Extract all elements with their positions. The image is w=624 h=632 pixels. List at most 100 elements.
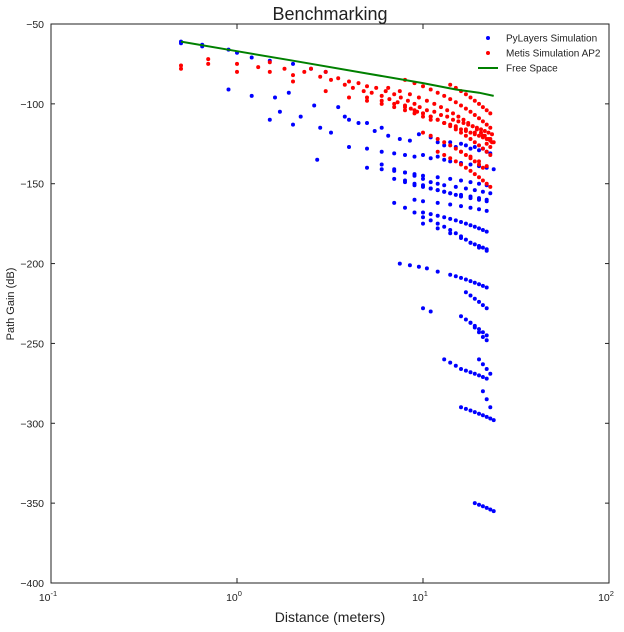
pylayers-point	[267, 117, 272, 122]
pylayers-point	[463, 221, 468, 226]
legend-marker-metis	[486, 51, 490, 55]
pylayers-point	[459, 236, 463, 240]
metis-point	[432, 109, 437, 114]
pylayers-point	[421, 176, 425, 181]
y-tick-label: −350	[20, 498, 44, 510]
metis-point	[461, 121, 466, 125]
pylayers-point	[463, 406, 468, 411]
pylayers-point	[421, 215, 425, 220]
metis-point	[442, 93, 447, 98]
metis-point	[379, 98, 384, 103]
metis-point	[448, 97, 453, 102]
metis-point	[448, 82, 453, 87]
pylayers-point	[442, 143, 447, 148]
metis-point	[369, 90, 374, 95]
legend-label-free-space: Free Space	[506, 64, 558, 75]
metis-point	[488, 125, 493, 130]
pylayers-point	[468, 279, 473, 284]
pylayers-point	[442, 357, 447, 362]
pylayers-point	[435, 188, 440, 193]
pylayers-point	[453, 184, 458, 189]
metis-point	[412, 101, 417, 106]
pylayers-point	[428, 309, 433, 314]
pylayers-point	[435, 140, 440, 145]
metis-point	[417, 105, 422, 110]
pylayers-point	[480, 330, 485, 335]
pylayers-point	[484, 338, 489, 343]
pylayers-point	[428, 180, 433, 185]
pylayers-point	[407, 263, 412, 268]
pylayers-point	[468, 293, 473, 298]
y-tick-label: −300	[20, 418, 44, 430]
pylayers-point	[463, 368, 468, 373]
pylayers-point	[477, 411, 481, 416]
metis-point	[477, 116, 481, 121]
metis-point	[329, 77, 333, 82]
pylayers-point	[421, 306, 425, 311]
pylayers-point	[453, 363, 458, 368]
metis-point	[463, 133, 468, 138]
pylayers-point	[421, 153, 425, 157]
metis-point	[365, 84, 369, 89]
pylayers-point	[468, 240, 473, 245]
metis-point	[459, 162, 463, 167]
pylayers-point	[453, 231, 458, 236]
pylayers-point	[477, 327, 481, 332]
metis-point	[356, 81, 361, 86]
metis-point	[387, 97, 392, 102]
metis-point	[407, 92, 412, 97]
x-axis-ticks: 10-1 100 101 102	[39, 24, 614, 604]
metis-point	[453, 159, 458, 164]
metis-point	[392, 92, 397, 97]
pylayers-point	[491, 509, 496, 514]
y-tick-label: −200	[20, 259, 44, 271]
pylayers-point	[484, 248, 489, 253]
pylayers-point	[336, 105, 341, 110]
metis-point	[403, 105, 407, 110]
metis-point	[451, 111, 455, 116]
pylayers-point	[484, 285, 489, 290]
pylayers-point	[412, 183, 417, 188]
metis-point	[468, 168, 473, 173]
pylayers-point	[480, 245, 485, 250]
metis-point	[435, 149, 440, 154]
pylayers-point	[477, 181, 481, 186]
plot-frame	[50, 23, 610, 584]
pylayers-point	[453, 192, 458, 197]
pylayers-point	[468, 162, 473, 167]
metis-point	[383, 89, 388, 94]
metis-point	[309, 66, 313, 71]
metis-point	[479, 130, 483, 135]
pylayers-point	[435, 200, 440, 205]
metis-point	[435, 90, 440, 95]
metis-point	[347, 95, 351, 100]
pylayers-point	[477, 148, 481, 153]
metis-point	[477, 175, 481, 180]
pylayers-point	[477, 502, 481, 507]
y-tick-label: −250	[20, 338, 44, 350]
pylayers-point	[448, 216, 453, 221]
metis-point	[448, 156, 453, 161]
pylayers-point	[480, 189, 485, 194]
metis-point	[291, 79, 295, 84]
pylayers-point	[356, 121, 361, 125]
metis-point	[480, 165, 485, 170]
metis-point	[442, 153, 447, 157]
pylayers-point	[484, 367, 489, 371]
metis-point	[488, 111, 493, 116]
pylayers-point	[407, 138, 412, 143]
metis-point	[488, 184, 493, 189]
y-tick-label: −400	[20, 578, 44, 590]
pylayers-point	[435, 213, 440, 218]
pylayers-point	[477, 245, 481, 250]
pylayers-point	[424, 266, 429, 271]
metis-point	[490, 132, 494, 137]
metis-point	[461, 117, 466, 122]
pylayers-point	[472, 501, 477, 506]
metis-point	[412, 111, 417, 116]
pylayers-point	[273, 95, 277, 100]
metis-point	[479, 127, 483, 132]
metis-point	[459, 127, 463, 132]
pylayers-point	[472, 410, 477, 415]
